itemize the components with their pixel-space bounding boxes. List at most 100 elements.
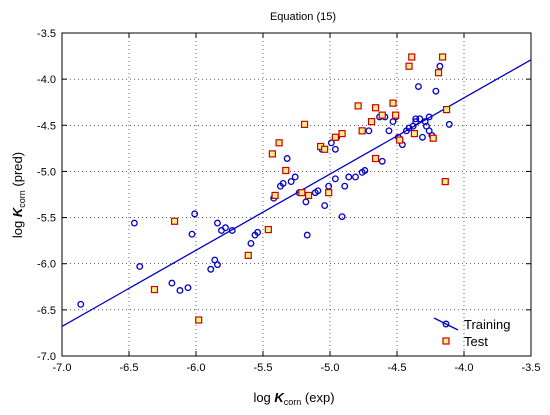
training-point: [176, 287, 184, 294]
training-point: [421, 118, 429, 126]
training-point: [331, 175, 339, 183]
training-point: [425, 113, 433, 121]
test-point: [325, 189, 333, 197]
test-point: [405, 62, 413, 70]
training-point: [222, 224, 229, 232]
y-tick-label: -6.5: [37, 305, 56, 317]
training-point: [385, 127, 393, 135]
x-tick-label: -5.5: [254, 362, 273, 374]
training-point: [130, 219, 138, 227]
legend-test-label: Test: [464, 334, 488, 349]
training-point: [361, 167, 369, 174]
test-point: [434, 69, 443, 77]
x-axis-title-prefix: log: [253, 390, 274, 405]
test-point: [410, 129, 419, 138]
test-point: [429, 134, 437, 142]
training-point: [416, 115, 424, 123]
training-point: [291, 173, 299, 181]
training-point: [136, 263, 144, 270]
test-point: [275, 139, 283, 147]
training-point: [279, 179, 287, 187]
test-point: [321, 145, 329, 153]
training-point: [254, 228, 262, 236]
training-point: [405, 124, 413, 132]
legend-training-label: Training: [464, 317, 510, 332]
training-point: [412, 115, 420, 123]
training-point: [213, 219, 221, 227]
training-point: [436, 62, 444, 70]
training-point: [445, 120, 453, 128]
test-point: [195, 316, 203, 324]
y-tick-label: -4.0: [37, 74, 56, 86]
training-point: [338, 213, 346, 221]
x-tick-label: -6.0: [187, 362, 206, 374]
test-point: [389, 99, 397, 107]
y-axis-title-subscript: corn: [17, 190, 27, 208]
training-point: [302, 198, 310, 206]
training-point: [352, 173, 359, 181]
legend-training-marker: [442, 320, 450, 328]
training-point: [303, 231, 311, 239]
training-point: [419, 133, 426, 141]
x-axis-title-subscript: corn: [284, 397, 302, 407]
chart-title: Equation (15): [270, 11, 336, 23]
x-tick-label: -5.0: [321, 362, 340, 374]
test-point: [244, 251, 252, 260]
y-tick-label: -3.5: [37, 28, 56, 40]
training-point: [314, 187, 322, 195]
y-tick-label: -4.5: [37, 120, 56, 132]
training-point: [287, 178, 295, 186]
test-point: [371, 154, 380, 163]
y-axis-title-suffix: (pred): [10, 152, 25, 190]
x-axis-title: log Kcorn (exp): [253, 390, 334, 407]
training-point: [325, 182, 333, 190]
test-point: [441, 177, 449, 186]
training-point: [331, 145, 339, 153]
y-axis-title-symbol: K: [10, 206, 25, 217]
x-tick-label: -6.5: [120, 362, 139, 374]
test-point: [298, 189, 306, 197]
training-point: [414, 83, 422, 90]
test-point: [268, 150, 276, 158]
test-series: [150, 53, 451, 324]
y-tick-label: -5.0: [37, 166, 56, 178]
test-point: [371, 104, 380, 112]
training-point: [345, 173, 353, 181]
test-point: [392, 111, 400, 119]
test-point: [367, 117, 376, 126]
training-point: [247, 239, 255, 247]
training-point: [191, 210, 199, 218]
y-tick-labels: -3.5 -4.0 -4.5 -5.0 -5.5 -6.0 -6.5 -7.0: [37, 28, 56, 363]
test-point: [378, 111, 386, 119]
x-tick-labels: -7.0 -6.5 -6.0 -5.5 -5.0 -4.5 -4.0 -3.5: [53, 362, 541, 374]
test-point: [442, 105, 451, 114]
axis-ticks: [61, 32, 532, 357]
training-point: [365, 127, 373, 135]
training-point: [283, 155, 291, 162]
legend-test-marker: [442, 337, 450, 345]
y-axis-title: log Kcorn (pred): [10, 152, 27, 238]
training-point: [327, 139, 335, 147]
x-tick-label: -3.5: [522, 362, 541, 374]
legend: Training Test: [433, 317, 510, 349]
y-tick-label: -6.0: [37, 259, 56, 271]
training-point: [207, 265, 215, 273]
test-point: [271, 191, 279, 200]
x-tick-label: -4.0: [455, 362, 474, 374]
training-point: [321, 202, 329, 210]
test-point: [408, 53, 416, 61]
test-point: [396, 136, 404, 144]
training-point: [378, 157, 386, 165]
y-tick-label: -7.0: [37, 351, 56, 363]
training-point: [213, 261, 221, 269]
training-point: [184, 284, 192, 292]
training-point: [341, 182, 349, 190]
test-point: [338, 129, 346, 138]
x-axis-title-symbol: K: [274, 390, 285, 405]
training-point: [228, 227, 236, 234]
y-axis-title-prefix: log: [10, 217, 25, 238]
test-point: [282, 166, 290, 175]
training-point: [432, 87, 440, 95]
